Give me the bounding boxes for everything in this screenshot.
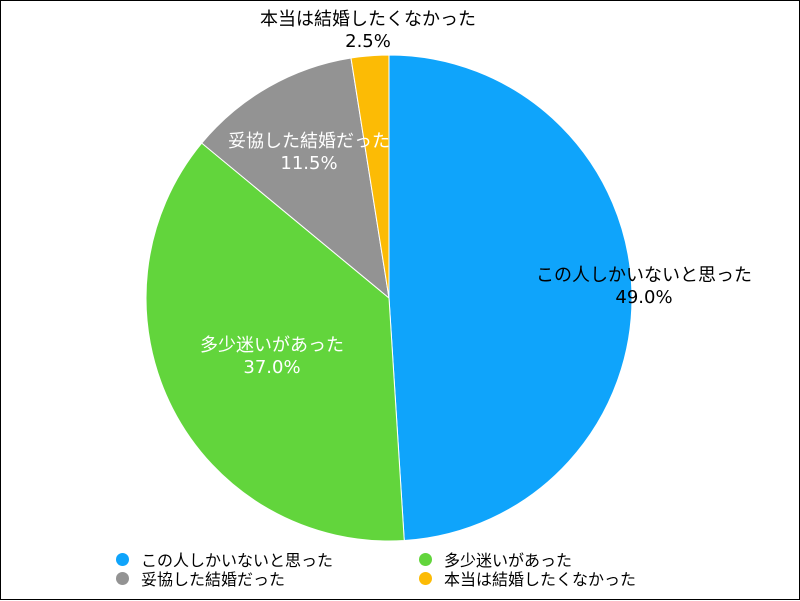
slice-value-4: 2.5% <box>345 31 391 52</box>
slice-label-4: 本当は結婚したくなかった <box>260 9 476 30</box>
slice-value-2: 37.0% <box>243 357 300 378</box>
slice-label-2: 多少迷いがあった <box>200 335 344 356</box>
slice-value-1: 49.0% <box>615 287 672 308</box>
pie-slice-3 <box>201 57 390 300</box>
pie-slice-1 <box>388 54 633 542</box>
pie-slice-2 <box>145 142 405 542</box>
pie-slices <box>145 54 633 542</box>
slice-label-1: この人しかいないと思った <box>536 265 752 286</box>
slice-label-3: 妥協した結婚だった <box>228 131 390 152</box>
slice-value-3: 11.5% <box>280 153 337 174</box>
pie-slice-4 <box>350 54 390 299</box>
